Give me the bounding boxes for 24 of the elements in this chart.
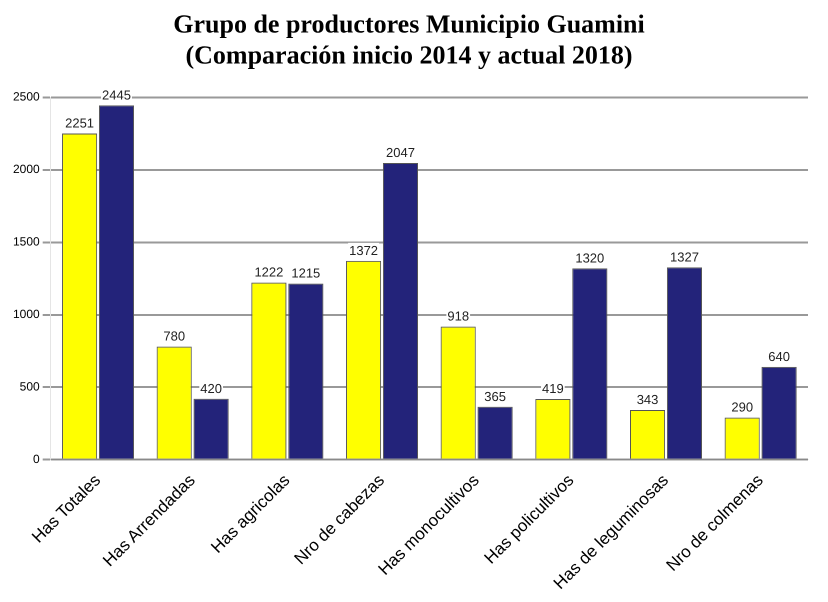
y-tick-label: 1000 <box>12 307 40 322</box>
data-label: 1320 <box>575 250 604 266</box>
data-label: 420 <box>200 380 222 396</box>
data-label: 1372 <box>349 242 378 258</box>
y-tick-label: 2500 <box>12 90 40 104</box>
data-label: 365 <box>484 388 506 404</box>
data-label: 343 <box>636 392 658 408</box>
y-tick-label: 0 <box>33 452 40 466</box>
text: (Comparación inicio 2014 y actual 2018) <box>185 40 633 70</box>
data-label: 2251 <box>65 116 94 131</box>
data-label: 780 <box>163 328 186 344</box>
data-label: 640 <box>768 349 790 364</box>
data-label: 1327 <box>670 249 699 264</box>
y-tick-label: 1500 <box>12 234 40 249</box>
data-label: 2445 <box>102 87 131 102</box>
data-label: 1215 <box>291 266 320 281</box>
data-label: 2047 <box>386 145 415 160</box>
data-label: 918 <box>447 308 470 324</box>
data-label: 419 <box>542 381 564 396</box>
text: Grupo de productores Municipio Guamini <box>173 9 645 38</box>
data-label: 1222 <box>254 264 284 280</box>
y-tick-label: 2000 <box>12 162 40 176</box>
y-tick-label: 500 <box>20 380 40 394</box>
data-label: 290 <box>731 400 754 415</box>
